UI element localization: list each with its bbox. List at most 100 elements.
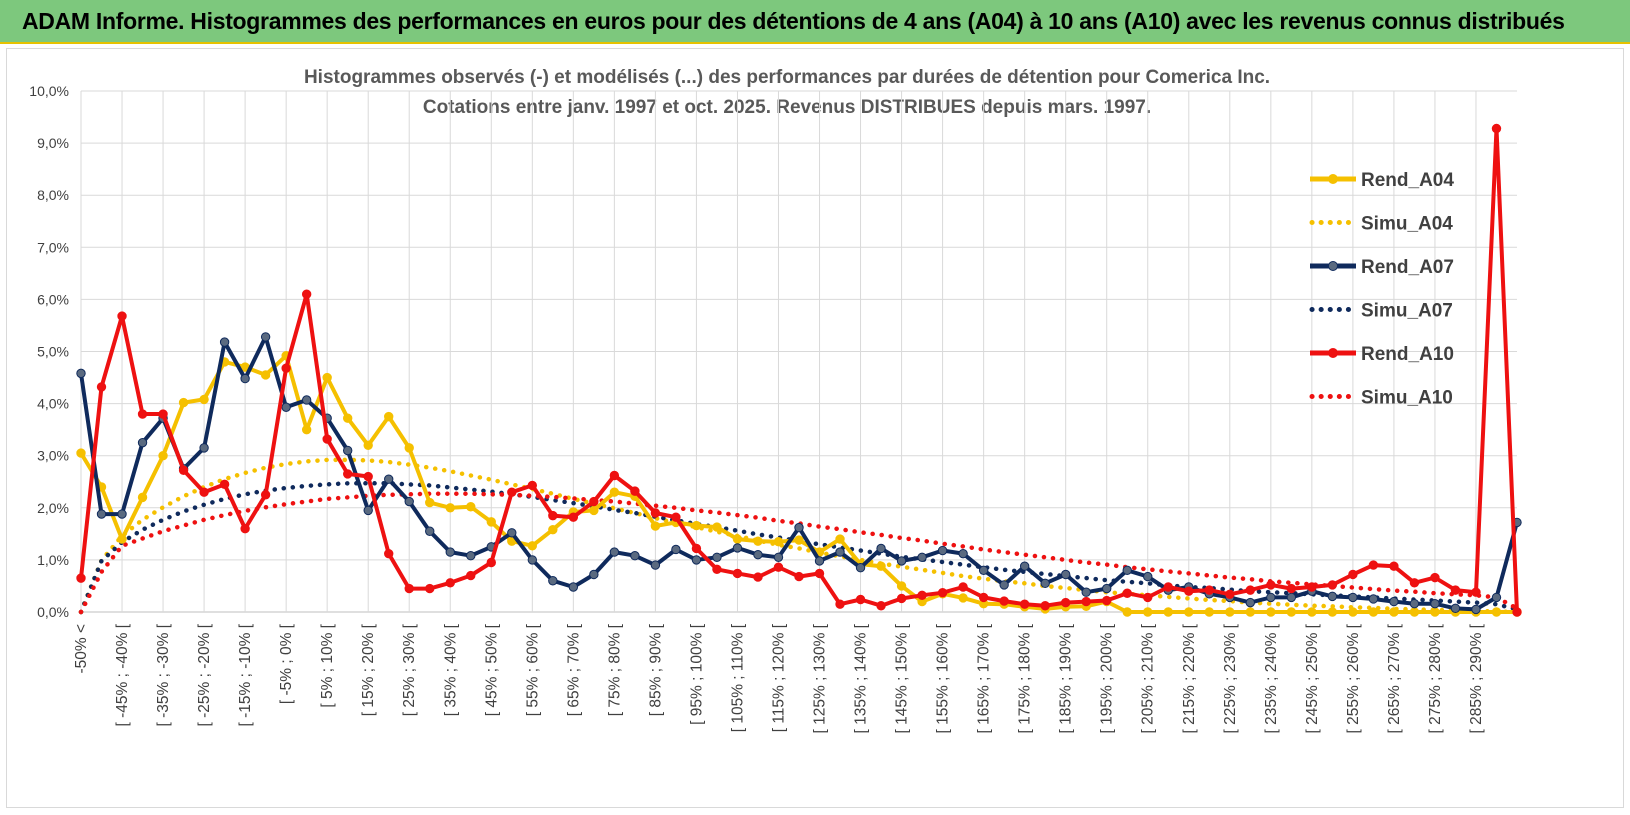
data-point-rend_a07	[342, 445, 353, 456]
data-point-rend_a07	[363, 505, 373, 516]
data-point-rend_a07	[1368, 594, 1379, 604]
data-point-rend_a10	[1163, 582, 1173, 592]
data-point-rend_a07	[1471, 604, 1481, 615]
data-point-rend_a10	[1204, 585, 1214, 595]
data-point-rend_a10	[425, 583, 435, 594]
legend: Rend_A04 Simu_A04 Rend_A07 Simu_A07 Rend_A10…	[1309, 170, 1454, 409]
data-point-rend_a10	[1081, 596, 1091, 607]
data-point-rend_a10	[732, 568, 743, 579]
data-point-rend_a10	[404, 583, 414, 594]
data-point-rend_a10	[486, 557, 496, 568]
x-tick-label: [ 45% ; 50% [	[483, 623, 500, 716]
data-point-rend_a07	[1122, 565, 1132, 576]
data-point-rend_a10	[363, 471, 373, 482]
report-title: ADAM Informe. Histogrammes des performan…	[22, 8, 1565, 34]
data-point-rend_a10	[342, 469, 353, 479]
data-point-rend_a07	[1286, 592, 1297, 603]
data-point-rend_a07	[1245, 597, 1256, 608]
x-tick-label: [ 75% ; 80% [	[606, 623, 623, 716]
x-tick-label: [ 155% ; 160% [	[935, 623, 952, 733]
data-point-rend_a10	[117, 311, 127, 321]
y-tick-label: 4,0%	[37, 396, 69, 412]
data-point-rend_a04	[958, 593, 968, 603]
data-point-rend_a10	[609, 470, 620, 481]
y-tick-label: 0,0%	[37, 604, 69, 620]
data-point-rend_a10	[1122, 588, 1132, 598]
data-point-rend_a07	[548, 576, 558, 586]
x-tick-label: [ 145% ; 150% [	[894, 623, 911, 733]
data-point-rend_a04	[199, 394, 209, 405]
x-tick-label: [ 135% ; 140% [	[853, 623, 870, 733]
data-point-rend_a10	[466, 570, 476, 581]
data-point-rend_a10	[137, 409, 148, 419]
x-tick-label: [ -35% ; -30% [	[155, 623, 172, 726]
data-point-rend_a07	[630, 551, 640, 561]
y-tick-label: 5,0%	[37, 344, 69, 360]
data-point-rend_a10	[445, 578, 455, 588]
data-point-rend_a07	[1327, 591, 1338, 602]
data-point-rend_a04	[773, 536, 784, 547]
data-point-rend_a10	[999, 596, 1009, 606]
data-point-rend_a10	[1225, 589, 1235, 599]
data-point-rend_a10	[855, 594, 866, 605]
data-point-rend_a07	[794, 522, 804, 533]
data-point-rend_a10	[1266, 580, 1276, 590]
data-point-rend_a10	[507, 487, 517, 497]
data-point-rend_a07	[855, 563, 866, 573]
data-point-rend_a04	[753, 536, 763, 546]
data-point-rend_a10	[1019, 599, 1030, 609]
legend-label-rend_a04: Rend_A04	[1361, 170, 1454, 191]
data-point-rend_a10	[753, 572, 763, 582]
data-point-rend_a04	[363, 440, 373, 450]
data-point-rend_a07	[1040, 578, 1050, 589]
y-tick-label: 3,0%	[37, 448, 69, 464]
legend-label-simu_a04: Simu_A04	[1361, 214, 1453, 235]
data-point-rend_a04	[1204, 607, 1214, 617]
data-point-rend_a07	[1348, 592, 1358, 603]
x-tick-label: [ 205% ; 210% [	[1140, 623, 1157, 733]
data-point-rend_a07	[712, 552, 722, 562]
data-point-rend_a07	[466, 551, 476, 561]
legend-label-simu_a10: Simu_A10	[1361, 388, 1453, 409]
data-point-rend_a10	[76, 573, 86, 583]
x-tick-label: [ 245% ; 250% [	[1304, 623, 1321, 733]
data-point-rend_a07	[691, 555, 702, 565]
data-point-rend_a04	[1163, 607, 1173, 617]
x-tick-label: [ 125% ; 130% [	[812, 623, 829, 733]
data-point-rend_a10	[1286, 583, 1297, 594]
data-point-rend_a07	[301, 395, 312, 405]
legend-marker	[1328, 348, 1338, 358]
data-point-rend_a07	[835, 547, 845, 557]
chart-area: Histogrammes observés (-) et modélisés (…	[6, 48, 1624, 808]
data-point-rend_a04	[548, 524, 558, 535]
data-point-rend_a04	[1430, 607, 1440, 617]
data-point-rend_a07	[527, 555, 538, 565]
data-point-rend_a10	[527, 480, 538, 491]
data-point-rend_a04	[1122, 607, 1132, 617]
data-point-rend_a07	[650, 560, 661, 570]
series-line-rend_a07	[79, 334, 1519, 612]
data-point-rend_a04	[486, 517, 496, 527]
data-point-rend_a10	[1040, 601, 1050, 611]
data-point-rend_a04	[137, 492, 148, 503]
x-tick-label: [ -25% ; -20% [	[196, 623, 213, 726]
data-point-rend_a10	[240, 523, 250, 534]
data-point-rend_a10	[260, 490, 271, 500]
x-tick-label: [ 275% ; 280% [	[1427, 623, 1444, 733]
x-tick-label: [ -45% ; -40% [	[114, 623, 131, 726]
x-tick-label: [ 265% ; 270% [	[1386, 623, 1403, 733]
data-point-rend_a07	[671, 544, 681, 555]
data-point-rend_a07	[384, 474, 394, 484]
y-tick-label: 7,0%	[37, 239, 69, 255]
data-point-rend_a04	[158, 451, 168, 461]
data-point-rend_a07	[814, 556, 825, 566]
gridlines	[80, 90, 1517, 613]
data-point-rend_a07	[445, 547, 455, 557]
x-tick-label: [ 215% ; 220% [	[1181, 623, 1198, 733]
data-point-rend_a10	[178, 465, 189, 475]
data-point-rend_a04	[342, 413, 353, 423]
legend-label-simu_a07: Simu_A07	[1361, 301, 1453, 322]
data-point-rend_a07	[1491, 592, 1502, 603]
legend-label-rend_a10: Rend_A10	[1361, 344, 1454, 365]
data-point-rend_a07	[260, 332, 271, 342]
